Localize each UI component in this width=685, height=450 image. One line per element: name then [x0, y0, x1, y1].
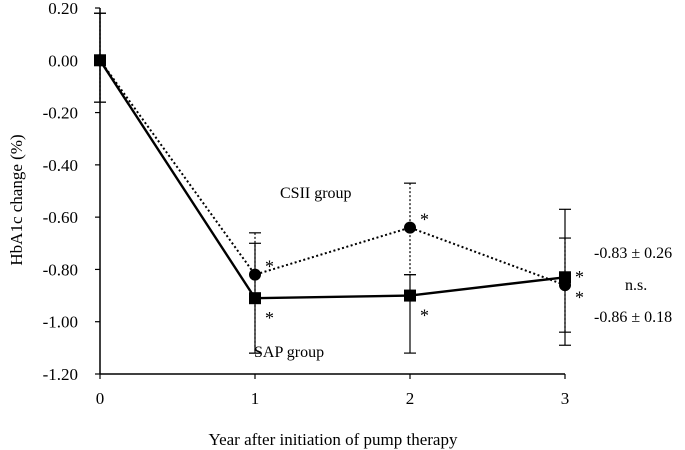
x-tick-label: 2 — [406, 389, 415, 408]
sap-group-label: SAP group — [254, 344, 324, 361]
y-tick-label: -0.80 — [43, 260, 78, 279]
csii-series: *** — [94, 12, 584, 354]
sap-significance-star: * — [265, 308, 274, 328]
csii-point — [404, 221, 416, 234]
sap-significance-star: * — [575, 287, 584, 307]
y-tick-label: -0.60 — [43, 208, 78, 227]
x-tick-label: 3 — [561, 389, 570, 408]
sap-point — [404, 289, 416, 302]
csii-significance-star: * — [575, 267, 584, 287]
y-tick-label: -0.40 — [43, 156, 78, 175]
y-tick-label: 0.20 — [48, 0, 78, 18]
sap-point — [94, 54, 106, 67]
sap-significance-star: * — [420, 306, 429, 326]
x-tick-label: 1 — [251, 389, 260, 408]
y-tick-label: 0.00 — [48, 51, 78, 70]
sap-final-value-label: -0.86 ± 0.18 — [594, 309, 672, 326]
sap-point — [249, 292, 261, 305]
ns-label: n.s. — [625, 277, 647, 294]
y-tick-label: -0.20 — [43, 104, 78, 123]
x-tick-label: 0 — [96, 389, 105, 408]
series-layer: **** ** — [94, 12, 584, 354]
sap-error-bar — [404, 274, 416, 354]
csii-group-label: CSII group — [280, 185, 352, 202]
y-tick-label: -1.20 — [43, 365, 78, 384]
y-axis-title: HbA1c change (%) — [7, 134, 26, 265]
sap-point — [559, 271, 571, 284]
sap-series: * ** — [94, 12, 584, 354]
x-axis-title: Year after initiation of pump therapy — [209, 430, 458, 449]
x-ticks: 0 1 2 3 — [96, 374, 570, 408]
csii-final-value-label: -0.83 ± 0.26 — [594, 245, 672, 262]
csii-significance-star: * — [420, 210, 429, 230]
y-ticks: 0.20 0.00 -0.20 -0.40 -0.60 -0.80 -1.00 -1.20 — [43, 0, 100, 384]
y-tick-label: -1.00 — [43, 313, 78, 332]
csii-significance-star: * — [265, 257, 274, 277]
sap-line — [98, 59, 566, 300]
csii-line — [99, 59, 566, 287]
